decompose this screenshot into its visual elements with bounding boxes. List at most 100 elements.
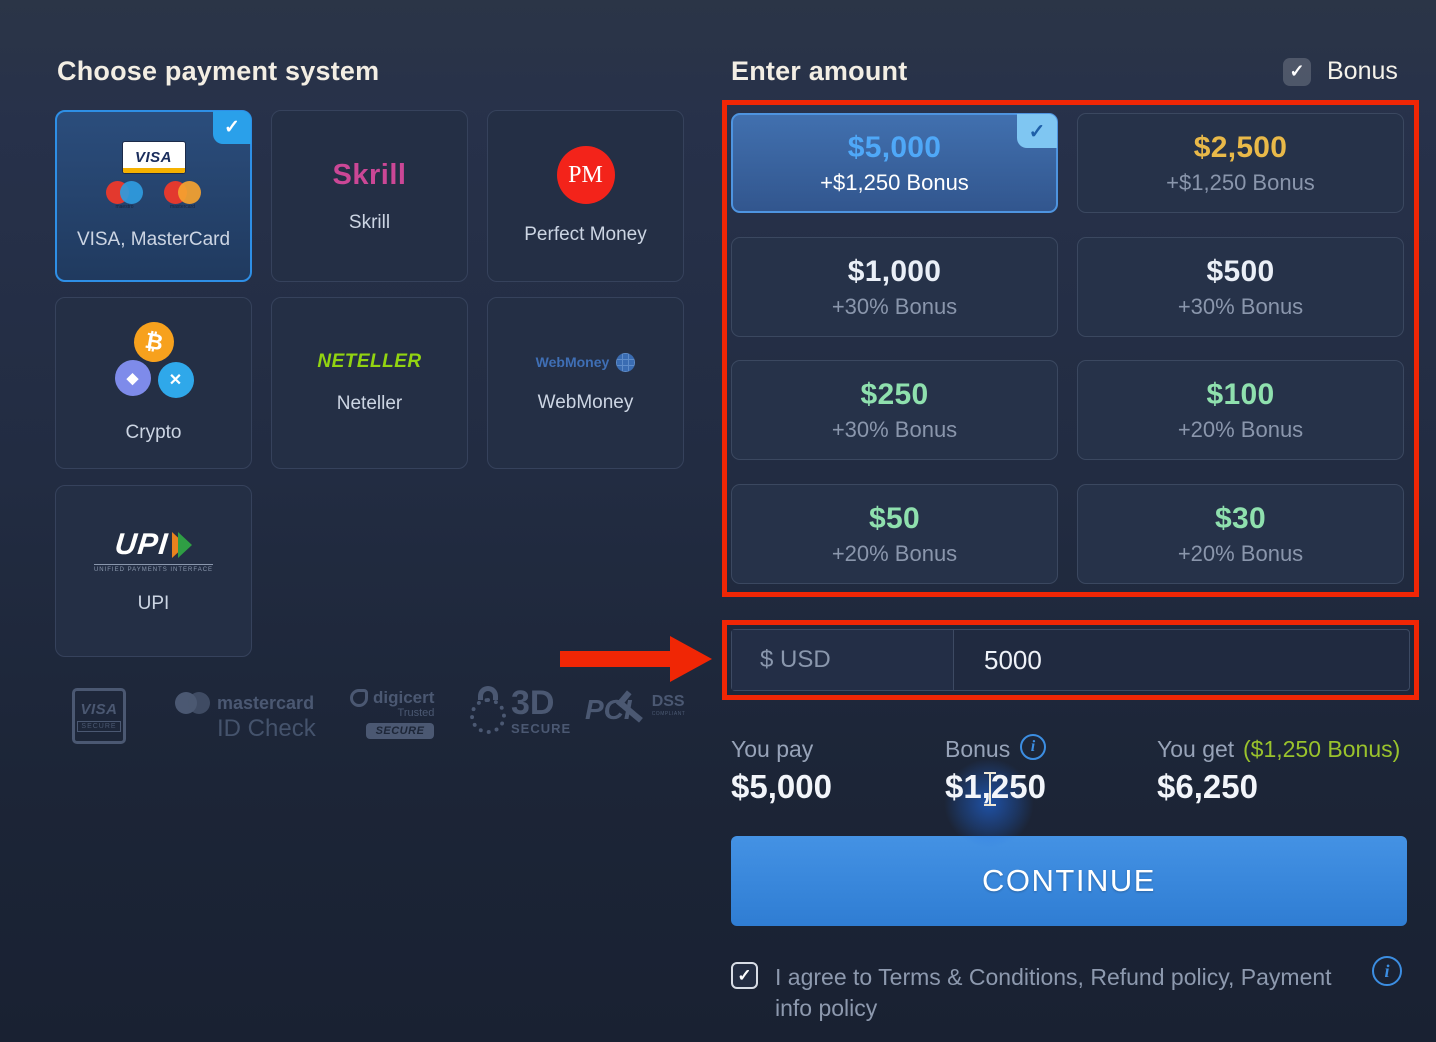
tile-amount: $500	[1206, 254, 1275, 288]
annotation-arrow	[560, 636, 712, 682]
agree-info-icon[interactable]: i	[1372, 956, 1402, 986]
you-pay-value: $5,000	[731, 768, 832, 805]
tile-bonus: +20% Bonus	[1177, 540, 1304, 566]
visa-secure-badge: VISA SECURE	[72, 688, 126, 744]
neteller-logo: NETELLER	[317, 351, 422, 372]
amount-input-field: $ USD	[731, 629, 1410, 691]
pci-dss-badge: PCI DSS COMPLIANT	[585, 694, 685, 726]
tile-bonus: +$1,250 Bonus	[820, 169, 969, 195]
agree-checkbox[interactable]: ✓	[731, 962, 758, 989]
payment-card-upi[interactable]: UPI UNIFIED PAYMENTS INTERFACE UPI	[55, 485, 252, 657]
tile-bonus: +20% Bonus	[831, 540, 958, 566]
tile-amount: $100	[1206, 377, 1275, 411]
payment-card-label: WebMoney	[537, 391, 634, 413]
bonus-value: $1,250	[945, 768, 1046, 805]
currency-selector[interactable]: $ USD	[732, 630, 954, 690]
amount-tile-500[interactable]: $500 +30% Bonus	[1077, 237, 1404, 337]
payment-card-label: VISA, MasterCard	[76, 229, 231, 250]
bonus-info-icon[interactable]: i	[1020, 734, 1046, 760]
amount-tile-30[interactable]: $30 +20% Bonus	[1077, 484, 1404, 584]
webmoney-logo-text: WebMoney	[535, 354, 610, 370]
payment-card-label: Crypto	[125, 422, 182, 443]
payment-card-label: Perfect Money	[524, 224, 647, 245]
payment-card-crypto[interactable]: ₿ ◆ ✕ Crypto	[55, 297, 252, 469]
pci-text: PCI	[585, 694, 632, 725]
mastercard-idcheck-badge: mastercard ID Check	[175, 692, 316, 743]
crypto-coins-icon: ₿ ◆ ✕	[106, 318, 202, 402]
amount-tile-100[interactable]: $100 +20% Bonus	[1077, 360, 1404, 460]
bonus-checkbox[interactable]: ✓	[1283, 57, 1311, 86]
digicert-secure-pill: SECURE	[365, 723, 435, 739]
you-get-label: You get	[1157, 736, 1235, 762]
mastercard-icon: mastercard	[163, 181, 202, 210]
payment-card-webmoney[interactable]: WebMoney WebMoney	[487, 297, 684, 469]
mastercard-badge-text: mastercard	[217, 692, 315, 713]
tile-amount: $50	[869, 501, 920, 535]
payment-card-label: Neteller	[336, 393, 403, 414]
visa-logo-text: VISA	[134, 149, 172, 166]
globe-icon	[616, 352, 636, 372]
amount-tile-50[interactable]: $50 +20% Bonus	[731, 484, 1058, 584]
tile-amount: $1,000	[847, 254, 942, 288]
payment-card-neteller[interactable]: NETELLER Neteller	[271, 297, 468, 469]
ripple-icon: ✕	[157, 362, 194, 398]
annotation-box-tiles	[722, 100, 1419, 597]
amount-tile-5000[interactable]: ✓ $5,000 +$1,250 Bonus	[731, 113, 1058, 213]
choose-payment-heading: Choose payment system	[57, 56, 380, 86]
upi-logo-text: UPI	[113, 527, 170, 561]
digicert-trusted-text: Trusted	[397, 707, 435, 719]
tile-bonus: +30% Bonus	[831, 416, 958, 442]
trust-badges-row: VISA SECURE mastercard ID Check digicert…	[70, 686, 700, 746]
payment-card-perfect-money[interactable]: PM Perfect Money	[487, 110, 684, 282]
payment-card-skrill[interactable]: Skrill Skrill	[271, 110, 468, 282]
bonus-toggle[interactable]: ✓ Bonus	[1283, 57, 1398, 86]
threeds-secure-text: SECURE	[511, 721, 572, 736]
agree-text: I agree to Terms & Conditions, Refund po…	[775, 964, 1332, 1021]
bitcoin-icon: ₿	[130, 318, 177, 366]
you-get-value: $6,250	[1157, 768, 1258, 805]
enter-amount-heading: Enter amount	[731, 56, 908, 86]
you-pay-label: You pay	[731, 736, 814, 762]
payment-card-visa-mastercard[interactable]: ✓ VISA maestro mastercard VISA, MasterCa…	[55, 110, 252, 282]
digicert-badge: digicert Trusted SECURE	[350, 688, 435, 739]
amount-tile-2500[interactable]: $2,500 +$1,250 Bonus	[1077, 113, 1404, 213]
visa-secure-text: VISA	[80, 700, 118, 718]
selected-check-icon: ✓	[1017, 114, 1057, 148]
tile-bonus: +20% Bonus	[1177, 416, 1304, 442]
tile-amount: $250	[860, 377, 929, 411]
padlock-icon	[470, 686, 506, 734]
dss-text: DSS	[651, 693, 685, 710]
compliant-text: COMPLIANT	[651, 711, 686, 717]
amount-input[interactable]	[954, 630, 1409, 690]
visa-mastercard-icon: VISA maestro mastercard	[105, 141, 202, 210]
bonus-label: Bonus	[945, 736, 1011, 762]
threeds-text: 3D	[511, 684, 555, 722]
mastercard-circles-icon	[175, 692, 210, 714]
tile-bonus: +$1,250 Bonus	[1166, 169, 1315, 195]
upi-logo: UPI UNIFIED PAYMENTS INTERFACE	[93, 527, 214, 573]
tile-amount: $30	[1215, 501, 1266, 535]
tile-amount: $2,500	[1193, 130, 1288, 164]
annotation-box-input	[722, 620, 1419, 700]
text-cursor	[984, 772, 996, 806]
you-get-bonus-note: ($1,250 Bonus)	[1243, 736, 1401, 762]
continue-button[interactable]: CONTINUE	[731, 836, 1407, 926]
maestro-caption: maestro	[115, 204, 134, 210]
amount-tile-1000[interactable]: $1,000 +30% Bonus	[731, 237, 1058, 337]
payment-card-label: Skrill	[348, 211, 391, 233]
visa-secure-subtext: SECURE	[77, 720, 121, 732]
maestro-icon: maestro	[105, 181, 144, 210]
perfect-money-logo: PM	[556, 146, 615, 204]
amount-tile-250[interactable]: $250 +30% Bonus	[731, 360, 1058, 460]
skrill-logo: Skrill	[332, 158, 407, 191]
tile-bonus: +30% Bonus	[831, 293, 958, 319]
upi-arrow-icon	[172, 531, 192, 558]
payment-card-label: UPI	[137, 592, 170, 614]
ethereum-icon: ◆	[114, 360, 151, 396]
tile-amount: $5,000	[847, 130, 942, 164]
webmoney-logo: WebMoney	[535, 352, 636, 372]
upi-logo-subtext: UNIFIED PAYMENTS INTERFACE	[93, 563, 214, 573]
three-d-secure-badge: 3D SECURE	[470, 686, 571, 735]
mastercard-caption: mastercard	[169, 204, 195, 210]
